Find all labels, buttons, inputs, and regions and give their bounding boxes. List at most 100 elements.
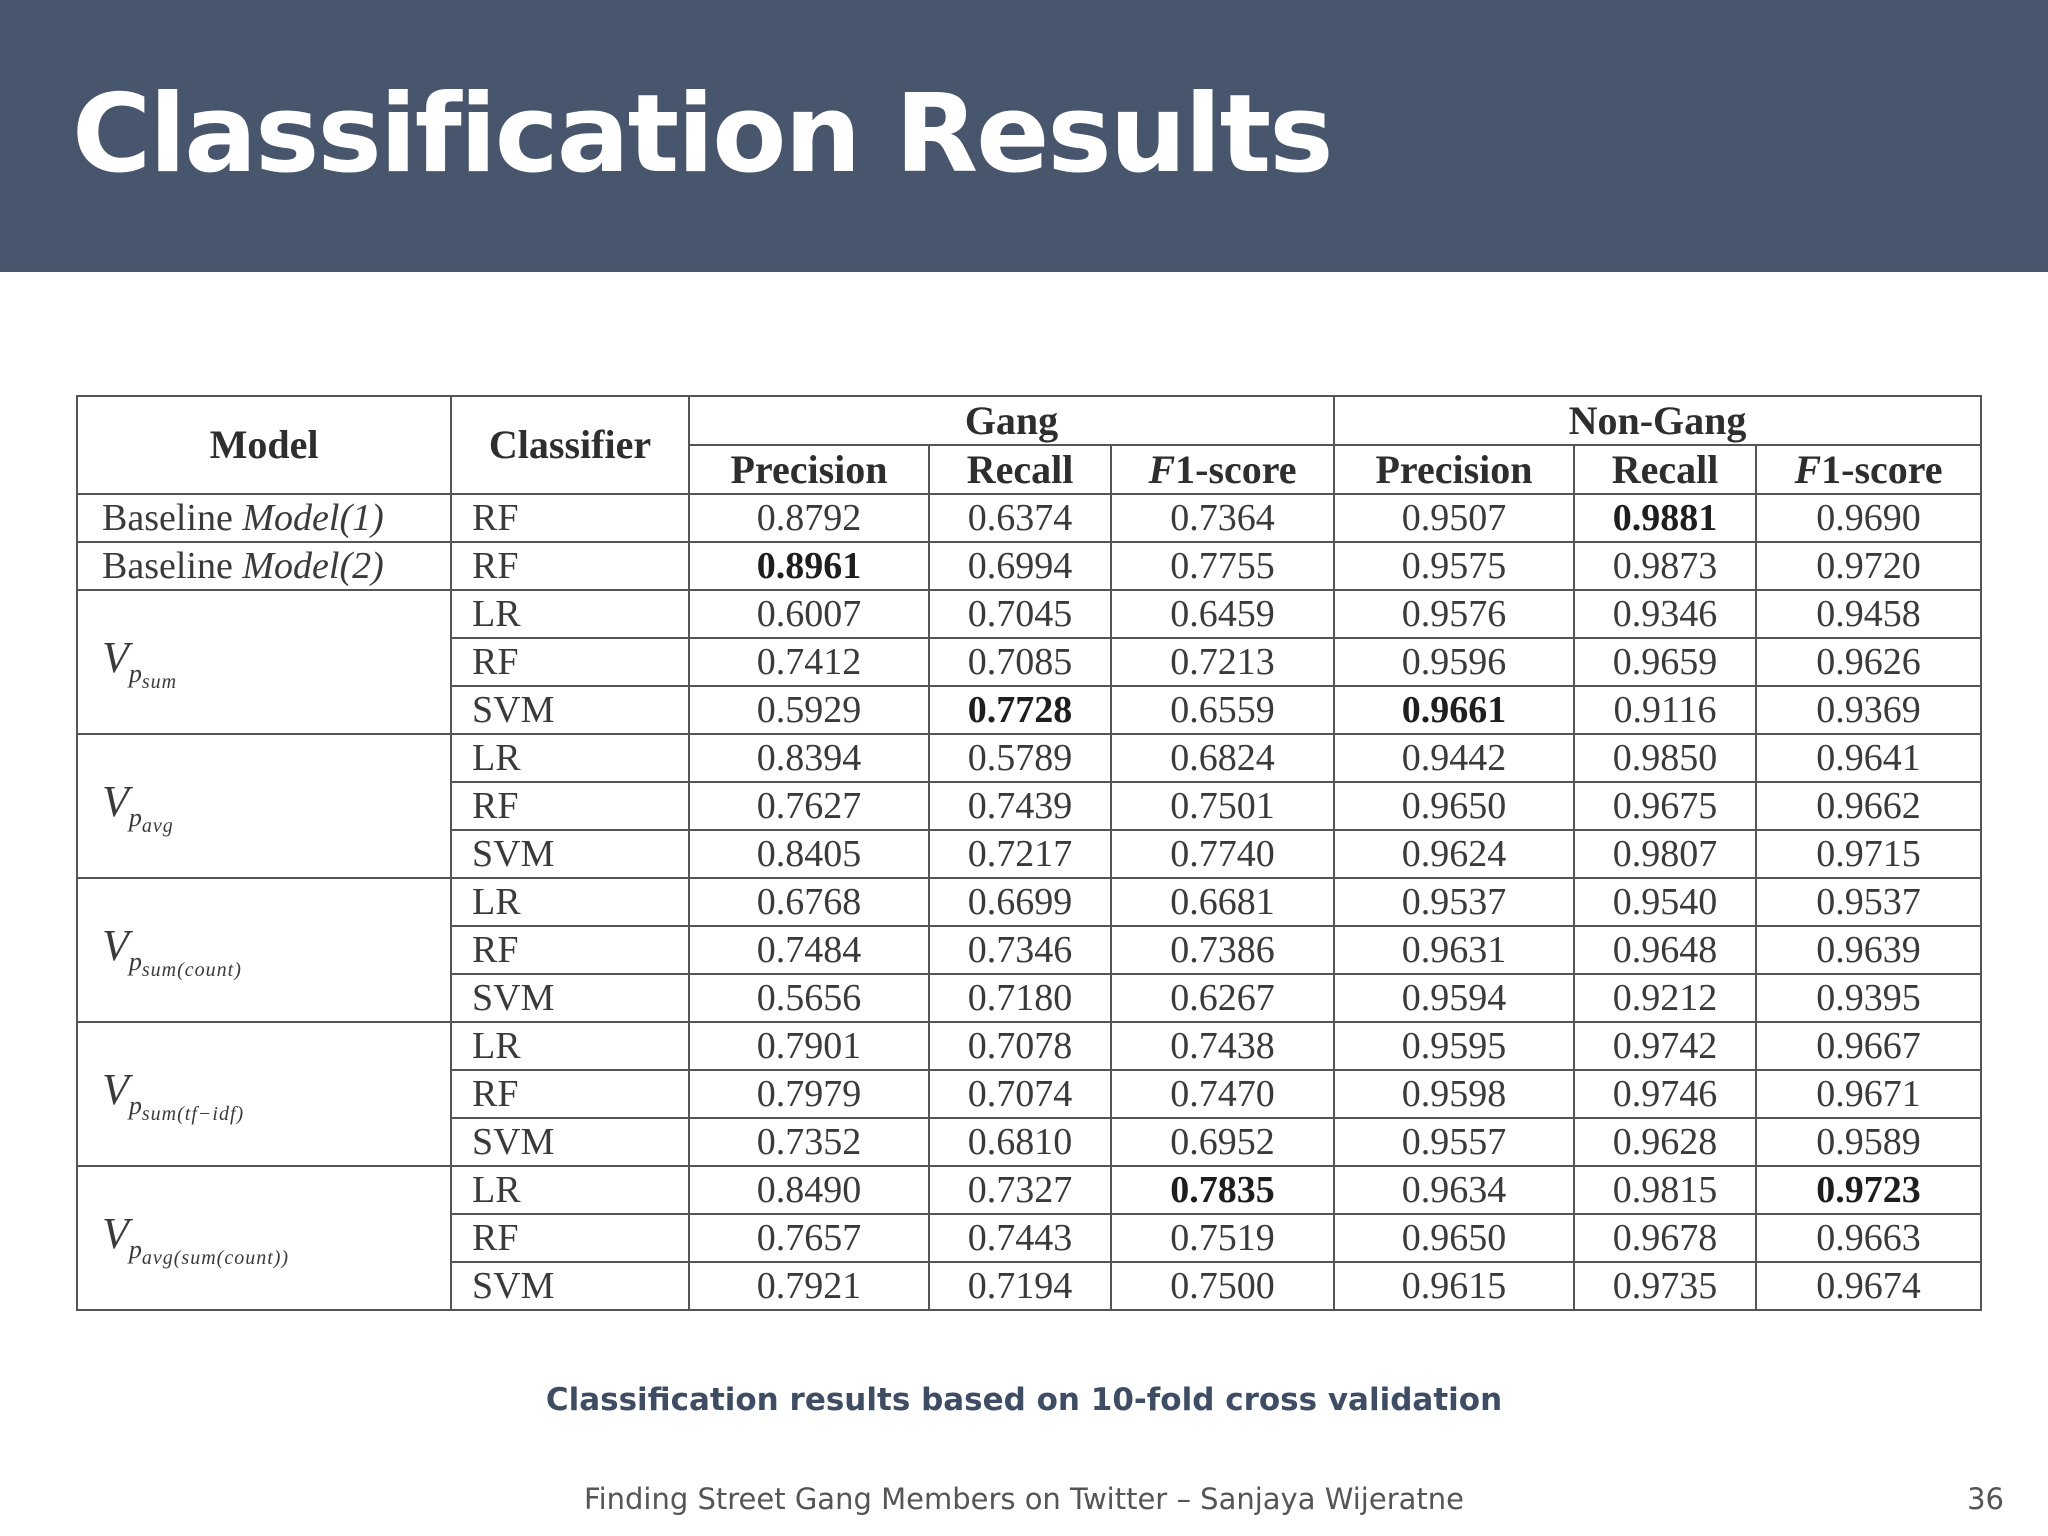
classifier-cell: RF bbox=[450, 925, 690, 975]
metric-cell: 0.9671 bbox=[1755, 1069, 1982, 1119]
table-row: SVM 0.7921 0.7194 0.7500 0.9615 0.9735 0.9674 bbox=[77, 1261, 1982, 1311]
metric-cell: 0.7728 bbox=[928, 685, 1112, 735]
metric-cell: 0.7327 bbox=[928, 1165, 1112, 1215]
metric-cell: 0.7484 bbox=[688, 925, 930, 975]
metric-cell: 0.7180 bbox=[928, 973, 1112, 1023]
metric-cell: 0.7352 bbox=[688, 1117, 930, 1167]
metric-cell: 0.9628 bbox=[1573, 1117, 1757, 1167]
metric-cell: 0.9507 bbox=[1333, 493, 1575, 543]
f1-letter: F bbox=[1148, 446, 1176, 492]
metric-cell: 0.8490 bbox=[688, 1165, 930, 1215]
metric-cell: 0.9735 bbox=[1573, 1261, 1757, 1311]
metric-cell: 0.7657 bbox=[688, 1213, 930, 1263]
title-bar: Classification Results bbox=[0, 0, 2048, 272]
metric-cell: 0.8405 bbox=[688, 829, 930, 879]
metric-cell: 0.7921 bbox=[688, 1261, 930, 1311]
metric-cell: 0.9815 bbox=[1573, 1165, 1757, 1215]
metric-cell: 0.9667 bbox=[1755, 1021, 1982, 1071]
classifier-cell: SVM bbox=[450, 1261, 690, 1311]
model-symbol: V bbox=[102, 633, 129, 682]
metric-cell: 0.7501 bbox=[1110, 781, 1335, 831]
model-name: Model(2) bbox=[242, 545, 384, 587]
classifier-cell: SVM bbox=[450, 973, 690, 1023]
table-row: Vpsum(count) LR 0.6768 0.6699 0.6681 0.9537 0.… bbox=[76, 877, 1982, 1023]
metric-cell: 0.7364 bbox=[1110, 493, 1335, 543]
model-sub-subscript: avg(sum(count)) bbox=[141, 1247, 290, 1269]
metric-cell: 0.6952 bbox=[1110, 1117, 1335, 1167]
metric-cell: 0.6810 bbox=[928, 1117, 1112, 1167]
metric-cell: 0.7979 bbox=[688, 1069, 930, 1119]
metric-cell: 0.9746 bbox=[1573, 1069, 1757, 1119]
table-row: RF 0.7979 0.7074 0.7470 0.9598 0.9746 0.9671 bbox=[77, 1069, 1982, 1119]
model-subscript: p bbox=[128, 659, 142, 688]
metric-cell: 0.9626 bbox=[1755, 637, 1982, 687]
f1-letter: F bbox=[1794, 446, 1822, 492]
model-subscript: p bbox=[128, 1091, 142, 1120]
metric-cell: 0.9442 bbox=[1333, 733, 1575, 783]
table-row: Vpavg(sum(count)) LR 0.8490 0.7327 0.7835 0.9… bbox=[76, 1165, 1982, 1311]
metric-cell: 0.7194 bbox=[928, 1261, 1112, 1311]
metric-cell: 0.7412 bbox=[688, 637, 930, 687]
model-prefix: Baseline bbox=[102, 545, 233, 587]
metric-cell: 0.9648 bbox=[1573, 925, 1757, 975]
classifier-cell: LR bbox=[450, 589, 690, 639]
model-sub-subscript: sum(count) bbox=[141, 959, 242, 981]
model-vector: Vpsum(tf−idf) bbox=[102, 1065, 244, 1126]
metric-cell: 0.6267 bbox=[1110, 973, 1335, 1023]
metric-cell: 0.6007 bbox=[688, 589, 930, 639]
classifier-cell: SVM bbox=[450, 685, 690, 735]
metric-cell: 0.7500 bbox=[1110, 1261, 1335, 1311]
metric-cell: 0.5656 bbox=[688, 973, 930, 1023]
slide-title: Classification Results bbox=[72, 72, 1333, 197]
classifier-cell: RF bbox=[450, 1213, 690, 1263]
model-vector: Vpsum bbox=[102, 633, 177, 694]
metric-cell: 0.9631 bbox=[1333, 925, 1575, 975]
model-subscript: p bbox=[128, 1235, 142, 1264]
results-table-container: Model Classifier Gang Non-Gang Precision… bbox=[76, 395, 1982, 1311]
table-row: RF 0.7657 0.7443 0.7519 0.9650 0.9678 0.9663 bbox=[77, 1213, 1982, 1263]
metric-cell: 0.9575 bbox=[1333, 541, 1575, 591]
results-table: Model Classifier Gang Non-Gang Precision… bbox=[76, 395, 1982, 1311]
table-row: RF 0.7484 0.7346 0.7386 0.9631 0.9648 0.9639 bbox=[77, 925, 1982, 975]
classifier-cell: RF bbox=[450, 637, 690, 687]
metric-cell: 0.9212 bbox=[1573, 973, 1757, 1023]
header-gang-precision: Precision bbox=[688, 444, 930, 495]
metric-cell: 0.6994 bbox=[928, 541, 1112, 591]
metric-cell: 0.7078 bbox=[928, 1021, 1112, 1071]
header-nongang-precision: Precision bbox=[1333, 444, 1575, 495]
metric-cell: 0.6681 bbox=[1110, 877, 1335, 927]
metric-cell: 0.9881 bbox=[1573, 493, 1757, 543]
metric-cell: 0.9742 bbox=[1573, 1021, 1757, 1071]
model-cell: Vpavg bbox=[76, 733, 452, 879]
metric-cell: 0.7386 bbox=[1110, 925, 1335, 975]
model-name: Model(1) bbox=[242, 497, 384, 539]
metric-cell: 0.7470 bbox=[1110, 1069, 1335, 1119]
metric-cell: 0.7627 bbox=[688, 781, 930, 831]
classifier-cell: SVM bbox=[450, 829, 690, 879]
classifier-cell: SVM bbox=[450, 1117, 690, 1167]
metric-cell: 0.7835 bbox=[1110, 1165, 1335, 1215]
header-gang-recall: Recall bbox=[928, 444, 1112, 495]
table-caption: Classification results based on 10-fold … bbox=[545, 1382, 1503, 1418]
model-vector: Vpavg bbox=[102, 777, 174, 838]
table-row: RF 0.7412 0.7085 0.7213 0.9596 0.9659 0.9626 bbox=[77, 637, 1982, 687]
metric-cell: 0.6768 bbox=[688, 877, 930, 927]
classifier-cell: LR bbox=[450, 1165, 690, 1215]
metric-cell: 0.9589 bbox=[1755, 1117, 1982, 1167]
header-nongang-recall: Recall bbox=[1573, 444, 1757, 495]
metric-cell: 0.9650 bbox=[1333, 781, 1575, 831]
classifier-cell: LR bbox=[450, 733, 690, 783]
metric-cell: 0.5789 bbox=[928, 733, 1112, 783]
metric-cell: 0.9557 bbox=[1333, 1117, 1575, 1167]
metric-cell: 0.9615 bbox=[1333, 1261, 1575, 1311]
table-row: Vpavg LR 0.8394 0.5789 0.6824 0.9442 0.9850 0.9… bbox=[76, 733, 1982, 879]
metric-cell: 0.9537 bbox=[1755, 877, 1982, 927]
metric-cell: 0.9540 bbox=[1573, 877, 1757, 927]
metric-cell: 0.9650 bbox=[1333, 1213, 1575, 1263]
header-row-metrics: Precision Recall F1-score Precision Reca… bbox=[77, 444, 1982, 495]
header-classifier: Classifier bbox=[450, 395, 690, 495]
table-row: SVM 0.5656 0.7180 0.6267 0.9594 0.9212 0.9395 bbox=[77, 973, 1982, 1023]
table-row: Vpsum LR 0.6007 0.7045 0.6459 0.9576 0.9346 0.9… bbox=[76, 589, 1982, 735]
metric-cell: 0.9639 bbox=[1755, 925, 1982, 975]
model-cell: Vpsum bbox=[76, 589, 452, 735]
